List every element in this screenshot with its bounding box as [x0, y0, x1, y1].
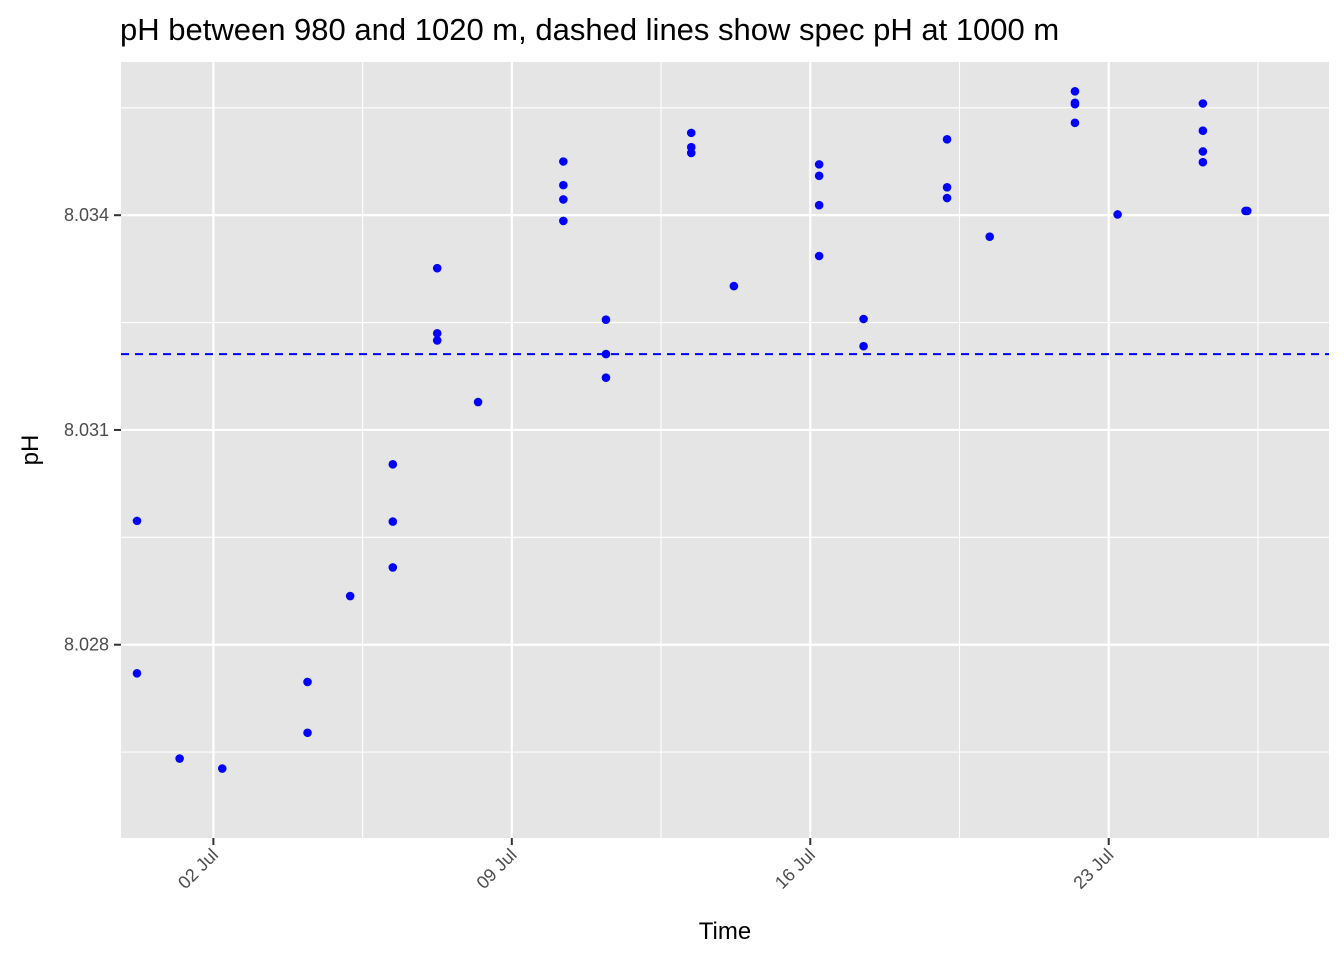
data-point [942, 193, 952, 203]
data-point [432, 329, 442, 338]
data-point [1198, 147, 1208, 156]
data-point [1070, 87, 1080, 96]
data-point [388, 563, 398, 572]
x-axis-title: Time [699, 918, 751, 945]
data-point [686, 128, 696, 138]
data-point [601, 349, 611, 359]
major-gridlines [121, 62, 1329, 838]
data-point [132, 669, 142, 678]
data-point [686, 148, 696, 158]
data-point [601, 315, 611, 325]
x-tick-label: 02 Jul [174, 845, 222, 893]
y-axis-title: pH [17, 435, 44, 466]
data-point [942, 182, 952, 192]
data-point [559, 157, 568, 166]
data-point [559, 216, 568, 226]
data-point [601, 373, 611, 382]
data-point [859, 314, 868, 324]
data-point [473, 397, 483, 407]
data-point [175, 754, 184, 763]
x-tick-label: 16 Jul [771, 845, 819, 893]
y-tick-label: 8.031 [64, 420, 109, 440]
data-point [729, 281, 739, 291]
data-point [132, 516, 142, 526]
data-point [942, 135, 952, 144]
data-point [388, 460, 398, 469]
plot-panel [121, 62, 1329, 838]
x-axis-tick-labels: 02 Jul 09 Jul 16 Jul 23 Jul [174, 845, 1117, 893]
data-point [1242, 206, 1252, 216]
data-point [345, 591, 355, 601]
axis-ticks [114, 214, 1110, 845]
data-point [1198, 157, 1208, 167]
data-point [1113, 210, 1122, 219]
data-point [1070, 98, 1080, 108]
data-point [303, 728, 312, 738]
data-point [1198, 126, 1208, 136]
y-tick-label: 8.034 [64, 205, 109, 225]
y-tick-label: 8.028 [64, 635, 109, 655]
data-point [814, 160, 824, 169]
data-point [814, 251, 824, 261]
data-point [432, 336, 442, 345]
data-point [814, 171, 824, 181]
data-point [217, 764, 227, 773]
chart-title: pH between 980 and 1020 m, dashed lines … [120, 12, 1059, 47]
minor-gridlines [121, 62, 1329, 838]
data-point [1198, 99, 1208, 108]
data-point [859, 341, 868, 351]
x-tick-label: 09 Jul [473, 845, 521, 893]
data-point [432, 263, 442, 273]
y-axis-tick-labels: 8.028 8.031 8.034 [64, 205, 109, 655]
data-point [985, 232, 994, 241]
data-point [303, 677, 312, 687]
data-point [814, 200, 824, 210]
data-points [132, 87, 1252, 773]
data-point [388, 517, 398, 526]
data-point [559, 195, 568, 204]
data-point [1070, 118, 1080, 128]
data-point [559, 180, 568, 190]
x-tick-label: 23 Jul [1069, 845, 1117, 893]
